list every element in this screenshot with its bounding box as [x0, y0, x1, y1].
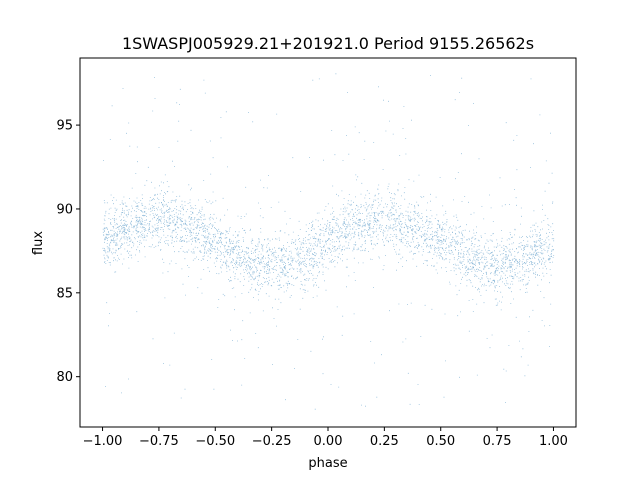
y-tick-label: 90 — [56, 202, 73, 217]
y-tick-label: 95 — [56, 119, 73, 134]
y-tick-label: 80 — [56, 370, 73, 385]
chart-title: 1SWASPJ005929.21+201921.0 Period 9155.26… — [122, 34, 534, 53]
x-tick-label: 0.75 — [483, 434, 512, 449]
y-axis-ticks: 80 85 90 95 — [56, 119, 80, 385]
x-tick-label: 0.25 — [370, 434, 399, 449]
scatter-point-cloud — [102, 73, 555, 410]
x-tick-label: 0.50 — [426, 434, 455, 449]
x-tick-label: −0.75 — [139, 434, 179, 449]
y-axis-label: flux — [31, 231, 46, 255]
scatter-points — [102, 73, 555, 410]
x-axis-ticks: −1.00 −0.75 −0.50 −0.25 0.00 0.25 0.50 0.75 1.00 — [83, 427, 568, 449]
x-tick-label: 0.00 — [314, 434, 343, 449]
x-tick-label: −0.50 — [195, 434, 235, 449]
x-tick-label: 1.00 — [539, 434, 568, 449]
x-tick-label: −0.25 — [252, 434, 292, 449]
x-axis-label: phase — [308, 456, 347, 471]
x-tick-label: −1.00 — [83, 434, 123, 449]
y-tick-label: 85 — [56, 286, 73, 301]
